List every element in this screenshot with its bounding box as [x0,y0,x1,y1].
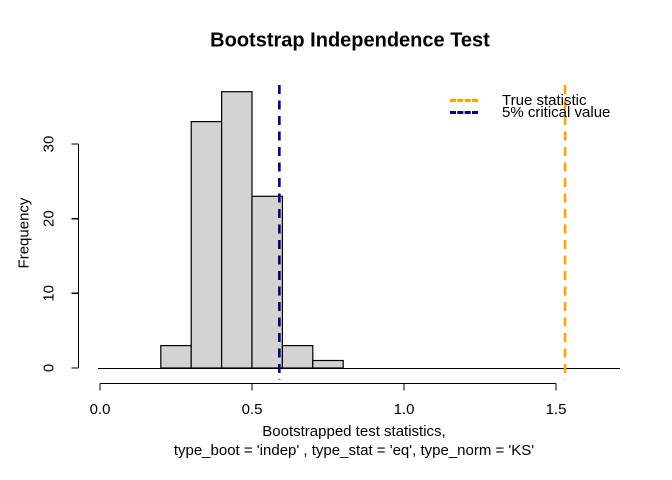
dashed-line-swatch-orange [450,98,478,102]
y-tick-label: 10 [41,285,58,302]
x-tick-label: 1.5 [546,401,567,418]
legend-item-true-statistic: True statistic [450,91,610,109]
histogram-bar [160,345,192,369]
y-tick-label: 0 [41,364,58,372]
y-tick-label: 30 [41,136,58,153]
legend: True statistic 5% critical value [450,91,611,122]
x-tick-label: 1.0 [394,401,415,418]
legend-label: 5% critical value [502,104,611,122]
y-axis-label: Frequency [15,197,33,269]
x-tick-label: 0.0 [90,401,111,418]
histogram-bar [221,91,253,369]
histogram-bar [190,120,223,369]
histogram-bar [312,359,344,369]
x-tick-label: 0.5 [242,401,263,418]
x-axis-label-line1: Bootstrapped test statistics, [262,423,446,440]
dashed-line-swatch-navy [450,111,478,115]
legend-label: True statistic [502,91,587,109]
histogram-bar [281,345,314,369]
x-axis-label: Bootstrapped test statistics, type_boot … [174,423,534,460]
legend-item-critical-value: 5% critical value [450,104,611,122]
histogram-bar [251,195,283,369]
chart-title: Bootstrap Independence Test [210,29,490,52]
x-axis-label-line2: type_boot = 'indep' , type_stat = 'eq', … [173,441,535,459]
y-tick-label: 20 [41,210,58,227]
